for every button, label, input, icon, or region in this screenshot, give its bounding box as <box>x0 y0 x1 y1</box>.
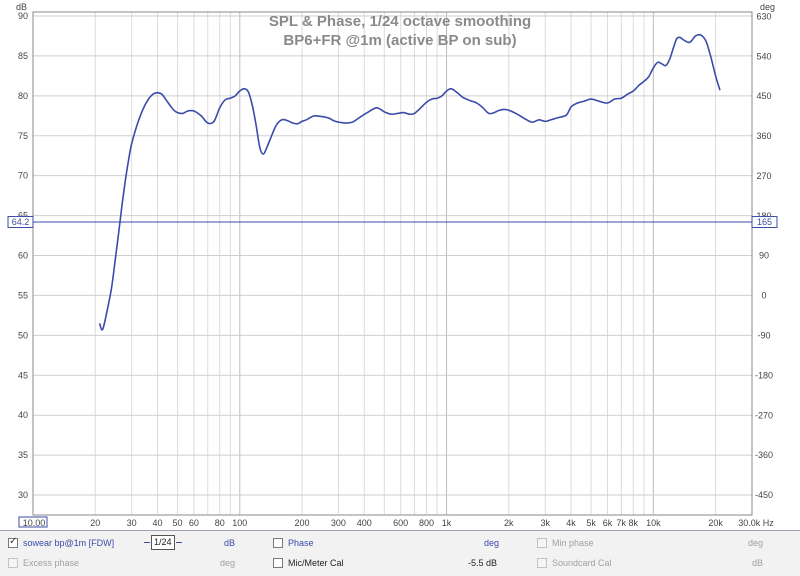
y-tick-label: 50 <box>18 330 28 340</box>
y-tick-label: 80 <box>18 91 28 101</box>
cursor-marker[interactable]: 64.2 165 <box>7 215 778 228</box>
soundcard-cal-checkbox[interactable] <box>537 558 547 568</box>
mic-cal-checkbox[interactable] <box>273 558 283 568</box>
min-phase-label: Min phase <box>552 538 594 548</box>
y2-tick-label: -360 <box>755 450 773 460</box>
x-start-box <box>18 516 48 528</box>
x-tick-label: 10.00 <box>23 518 46 528</box>
x-tick-label: 8k <box>629 518 639 528</box>
y2-axis-label: deg <box>760 2 775 12</box>
x-tick-label: 20k <box>708 518 723 528</box>
x-tick-label: 30 <box>127 518 137 528</box>
excess-phase-checkbox[interactable] <box>8 558 18 568</box>
trace-color-swatch <box>144 542 150 543</box>
x-tick-label: 7k <box>617 518 627 528</box>
chart-title: SPL & Phase, 1/24 octave smoothing <box>269 13 531 30</box>
y-axis-left: 30 35 40 45 50 55 60 65 70 75 80 85 90 <box>18 11 28 500</box>
trace-toggle[interactable]: sowear bp@1m [FDW] <box>8 536 114 550</box>
excess-phase-label: Excess phase <box>23 558 80 568</box>
phase-toggle[interactable]: Phase <box>273 536 314 550</box>
y2-tick-label: 360 <box>756 131 771 141</box>
y2-tick-label: 450 <box>756 91 771 101</box>
excess-phase-unit: deg <box>220 558 236 568</box>
marker-db-box <box>7 215 34 228</box>
phase-unit: deg <box>484 538 500 548</box>
y-tick-label: 75 <box>18 131 28 141</box>
y-axis-label: dB <box>16 2 27 12</box>
plot-frame <box>32 11 753 516</box>
x-tick-label: 600 <box>393 518 408 528</box>
x-tick-label: 6k <box>603 518 613 528</box>
y-tick-label: 45 <box>18 370 28 380</box>
trace-color-swatch-right <box>175 542 182 543</box>
y-axis-right: -450 -360 -270 -180 -90 0 90 180 270 360 450 540 630 <box>755 11 773 500</box>
x-tick-label: 5k <box>586 518 596 528</box>
chart-background <box>0 0 800 528</box>
y2-tick-label: 90 <box>759 251 769 261</box>
x-tick-label: 200 <box>295 518 310 528</box>
soundcard-cal-label: Soundcard Cal <box>552 558 612 568</box>
min-phase-unit: deg <box>748 538 764 548</box>
trace-checkbox[interactable] <box>8 536 18 548</box>
y2-tick-label: -90 <box>757 331 770 341</box>
y-tick-label: 30 <box>18 490 28 500</box>
mic-cal-value: -5.5 dB <box>468 558 498 568</box>
smoothing-value: 1/24 <box>151 535 175 550</box>
soundcard-cal-toggle[interactable]: Soundcard Cal <box>537 556 612 570</box>
y2-tick-label: -450 <box>755 490 773 500</box>
mic-cal-toggle[interactable]: Mic/Meter Cal <box>273 556 344 570</box>
x-tick-label: 10k <box>646 518 661 528</box>
x-tick-label: 4k <box>566 518 576 528</box>
legend-panel: sowear bp@1m [FDW] 1/24 dB Phase deg Min… <box>0 530 800 576</box>
y2-tick-label: -270 <box>755 410 773 420</box>
y2-tick-label: 270 <box>756 171 771 181</box>
x-tick-label: 2k <box>504 518 514 528</box>
min-phase-toggle[interactable]: Min phase <box>537 536 594 550</box>
chart-subtitle: BP6+FR @1m (active BP on sub) <box>283 32 516 49</box>
y-tick-label: 40 <box>18 410 28 420</box>
grid <box>33 12 752 515</box>
x-tick-label: 20 <box>90 518 100 528</box>
y2-tick-label: 180 <box>756 211 771 221</box>
min-phase-checkbox[interactable] <box>537 538 547 548</box>
y-tick-label: 35 <box>18 450 28 460</box>
x-tick-label: 50 <box>173 518 183 528</box>
y-tick-label: 70 <box>18 171 28 181</box>
trace-unit: dB <box>224 538 236 548</box>
phase-label: Phase <box>288 538 314 548</box>
x-tick-label: 800 <box>419 518 434 528</box>
x-tick-label: 400 <box>357 518 372 528</box>
smoothing-selector[interactable]: 1/24 <box>144 535 183 550</box>
spl-trace <box>98 33 721 331</box>
x-axis: 10.00 20 30 40 50 60 80 100 200 300 400 600 800 1k 2k 3… <box>18 516 774 528</box>
mic-cal-label: Mic/Meter Cal <box>288 558 344 568</box>
marker-deg-box <box>751 215 778 228</box>
y2-tick-label: 630 <box>756 11 771 21</box>
y2-tick-label: 540 <box>756 51 771 61</box>
x-tick-label: 1k <box>442 518 452 528</box>
y-tick-label: 65 <box>18 211 28 221</box>
x-tick-label: 60 <box>189 518 199 528</box>
soundcard-cal-unit: dB <box>752 558 764 568</box>
marker-deg-label: 165 <box>757 217 772 227</box>
y-tick-label: 55 <box>18 290 28 300</box>
y-tick-label: 85 <box>18 51 28 61</box>
y-tick-label: 60 <box>18 251 28 261</box>
x-tick-label: 300 <box>331 518 346 528</box>
y-tick-label: 90 <box>18 11 28 21</box>
phase-checkbox[interactable] <box>273 538 283 548</box>
y2-tick-label: 0 <box>761 291 766 301</box>
excess-phase-toggle[interactable]: Excess phase <box>8 556 79 570</box>
x-tick-label: 30.0k Hz <box>738 518 774 528</box>
x-tick-label: 40 <box>152 518 162 528</box>
y2-tick-label: -180 <box>755 370 773 380</box>
x-tick-label: 100 <box>232 518 247 528</box>
marker-db-label: 64.2 <box>12 217 30 227</box>
x-tick-label: 80 <box>215 518 225 528</box>
x-tick-label: 3k <box>540 518 550 528</box>
trace-label: sowear bp@1m [FDW] <box>23 538 115 548</box>
